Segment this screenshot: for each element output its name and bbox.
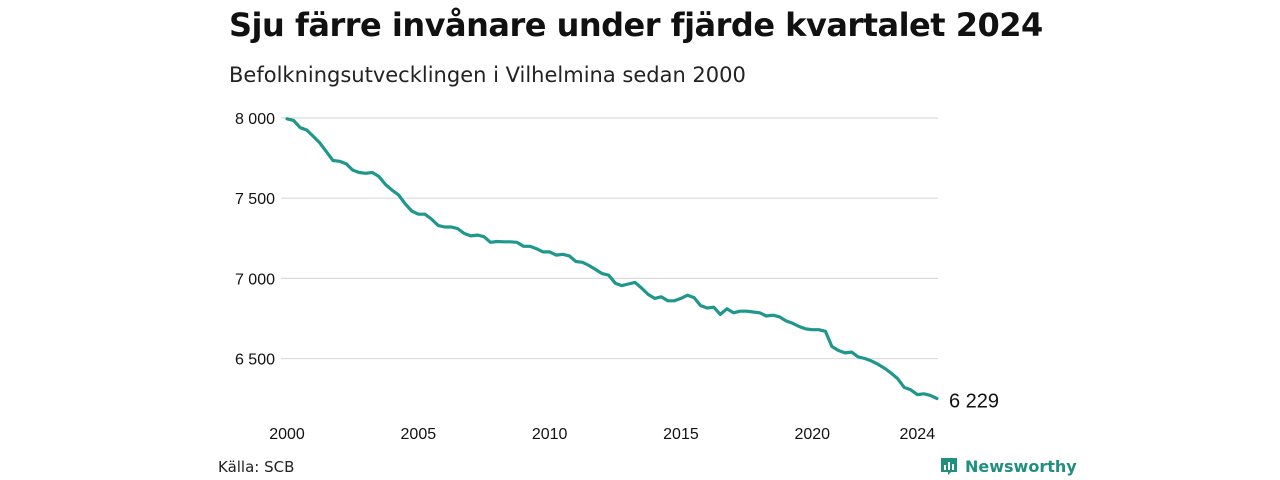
- source-label: Källa: SCB: [218, 458, 295, 476]
- newsworthy-logo-icon: [941, 458, 957, 475]
- y-tick-label: 7 500: [235, 191, 275, 208]
- y-tick-label: 6 500: [235, 352, 275, 369]
- brand-logo: Newsworthy: [939, 456, 1077, 476]
- chart-title: Sju färre invånare under fjärde kvartale…: [229, 6, 1043, 44]
- chart-subtitle: Befolkningsutvecklingen i Vilhelmina sed…: [229, 63, 746, 87]
- x-tick-label: 2015: [663, 426, 699, 443]
- x-tick-label: 2010: [532, 426, 568, 443]
- population-series-line: [285, 117, 939, 401]
- end-value-label: 6 229: [949, 391, 999, 413]
- x-tick-label: 2005: [401, 426, 437, 443]
- x-tick-label: 2024: [900, 426, 936, 443]
- x-tick-label: 2020: [794, 426, 830, 443]
- y-tick-label: 7 000: [235, 271, 275, 288]
- x-tick-label: 2000: [269, 426, 305, 443]
- brand-name: Newsworthy: [965, 456, 1077, 476]
- y-tick-label: 8 000: [235, 111, 275, 128]
